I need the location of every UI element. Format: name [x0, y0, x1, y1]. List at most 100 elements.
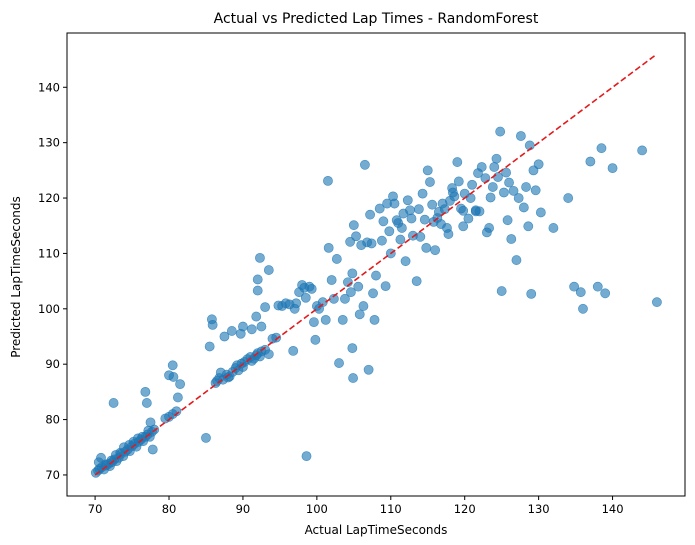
- scatter-point: [369, 314, 380, 325]
- x-axis-ticks: 70 80 90 100 110 120 130 140: [88, 496, 624, 516]
- scatter-point: [251, 311, 262, 322]
- scatter-point: [485, 192, 496, 203]
- scatter-point: [351, 231, 361, 242]
- scatter-point: [168, 372, 179, 382]
- scatter-point: [271, 332, 282, 343]
- scatter-point: [347, 268, 358, 279]
- scatter-point: [252, 285, 263, 296]
- scatter-point: [377, 235, 387, 246]
- scatter-point: [238, 362, 248, 372]
- scatter-point: [652, 297, 662, 308]
- scatter-point: [354, 309, 365, 320]
- scatter-point: [384, 226, 395, 237]
- scatter-point: [323, 242, 334, 253]
- scatter-point: [470, 206, 481, 217]
- scatter-point: [301, 451, 312, 462]
- scatter-point: [535, 207, 546, 218]
- scatter-point: [238, 321, 248, 332]
- scatter-point: [358, 301, 369, 311]
- scatter-point: [263, 349, 274, 360]
- scatter-point: [326, 275, 337, 285]
- scatter-point: [374, 203, 385, 214]
- scatter-point: [143, 425, 154, 436]
- scatter-point: [400, 256, 411, 267]
- scatter-point: [323, 175, 333, 186]
- scatter-point: [405, 205, 415, 216]
- scatter-point: [289, 303, 300, 314]
- scatter-point: [246, 324, 257, 335]
- scatter-point: [419, 214, 430, 225]
- scatter-point: [484, 223, 495, 233]
- scatter-point: [366, 238, 377, 249]
- scatter-point: [215, 367, 226, 378]
- scatter-point: [498, 187, 509, 198]
- scatter-point: [360, 159, 370, 170]
- scatter-point: [219, 331, 230, 342]
- scatter-point: [255, 252, 265, 263]
- y-tick-label: 120: [38, 191, 60, 205]
- scatter-point: [207, 319, 218, 330]
- scatter-point: [172, 392, 183, 403]
- scatter-point: [380, 281, 391, 291]
- scatter-point: [515, 131, 526, 141]
- scatter-point: [140, 386, 151, 397]
- scatter-point: [502, 215, 513, 226]
- scatter-point: [395, 234, 406, 245]
- scatter-point: [204, 341, 215, 352]
- scatter-point: [637, 145, 648, 156]
- scatter-point: [310, 334, 321, 345]
- chart-title: Actual vs Predicted Lap Times - RandomFo…: [214, 11, 539, 27]
- y-tick-label: 100: [38, 302, 60, 316]
- scatter-point: [175, 379, 186, 390]
- scatter-point: [389, 198, 400, 209]
- x-tick-label: 110: [380, 502, 402, 516]
- scatter-point: [491, 153, 502, 164]
- scatter-point: [600, 288, 611, 299]
- scatter-point: [421, 242, 432, 253]
- scatter-point: [452, 157, 463, 167]
- scatter-point: [348, 220, 359, 231]
- scatter-point: [363, 364, 374, 375]
- scatter-point: [506, 234, 517, 244]
- scatter-point: [396, 223, 407, 233]
- scatter-point: [317, 297, 328, 308]
- scatter-point: [306, 283, 317, 294]
- scatter-point: [353, 281, 364, 292]
- scatter-point: [523, 221, 534, 232]
- scatter-point: [171, 406, 182, 417]
- x-tick-label: 70: [88, 502, 103, 516]
- scatter-point: [487, 182, 498, 192]
- plot-area-frame: [66, 32, 686, 497]
- scatter-point: [443, 229, 454, 239]
- x-tick-label: 90: [236, 502, 251, 516]
- scatter-point: [288, 345, 299, 356]
- scatter-point: [427, 199, 438, 210]
- scatter-point: [596, 143, 607, 154]
- scatter-point: [518, 202, 529, 213]
- scatter-point: [331, 254, 342, 264]
- y-tick-label: 70: [45, 468, 60, 482]
- scatter-point: [371, 270, 381, 281]
- y-tick-label: 140: [38, 80, 60, 94]
- scatter-point: [496, 286, 507, 296]
- scatter-point: [141, 398, 152, 408]
- x-tick-label: 140: [602, 502, 624, 516]
- scatter-point: [533, 159, 544, 170]
- scatter-point: [463, 213, 474, 224]
- scatter-point: [465, 193, 476, 203]
- scatter-point: [260, 302, 271, 313]
- scatter-point: [430, 245, 441, 256]
- scatter-point: [223, 372, 234, 383]
- scatter-point: [453, 176, 464, 187]
- scatter-point: [337, 314, 348, 325]
- scatter-point: [334, 358, 344, 368]
- scatter-point: [493, 172, 503, 182]
- scatter-point: [513, 193, 524, 203]
- scatter-point: [508, 185, 519, 196]
- scatter-point: [368, 288, 378, 299]
- scatter-point: [480, 173, 491, 184]
- scatter-point: [447, 187, 458, 198]
- scatter-point: [592, 281, 603, 292]
- x-tick-label: 130: [528, 502, 550, 516]
- y-axis-label: Predicted LapTimeSeconds: [9, 196, 23, 358]
